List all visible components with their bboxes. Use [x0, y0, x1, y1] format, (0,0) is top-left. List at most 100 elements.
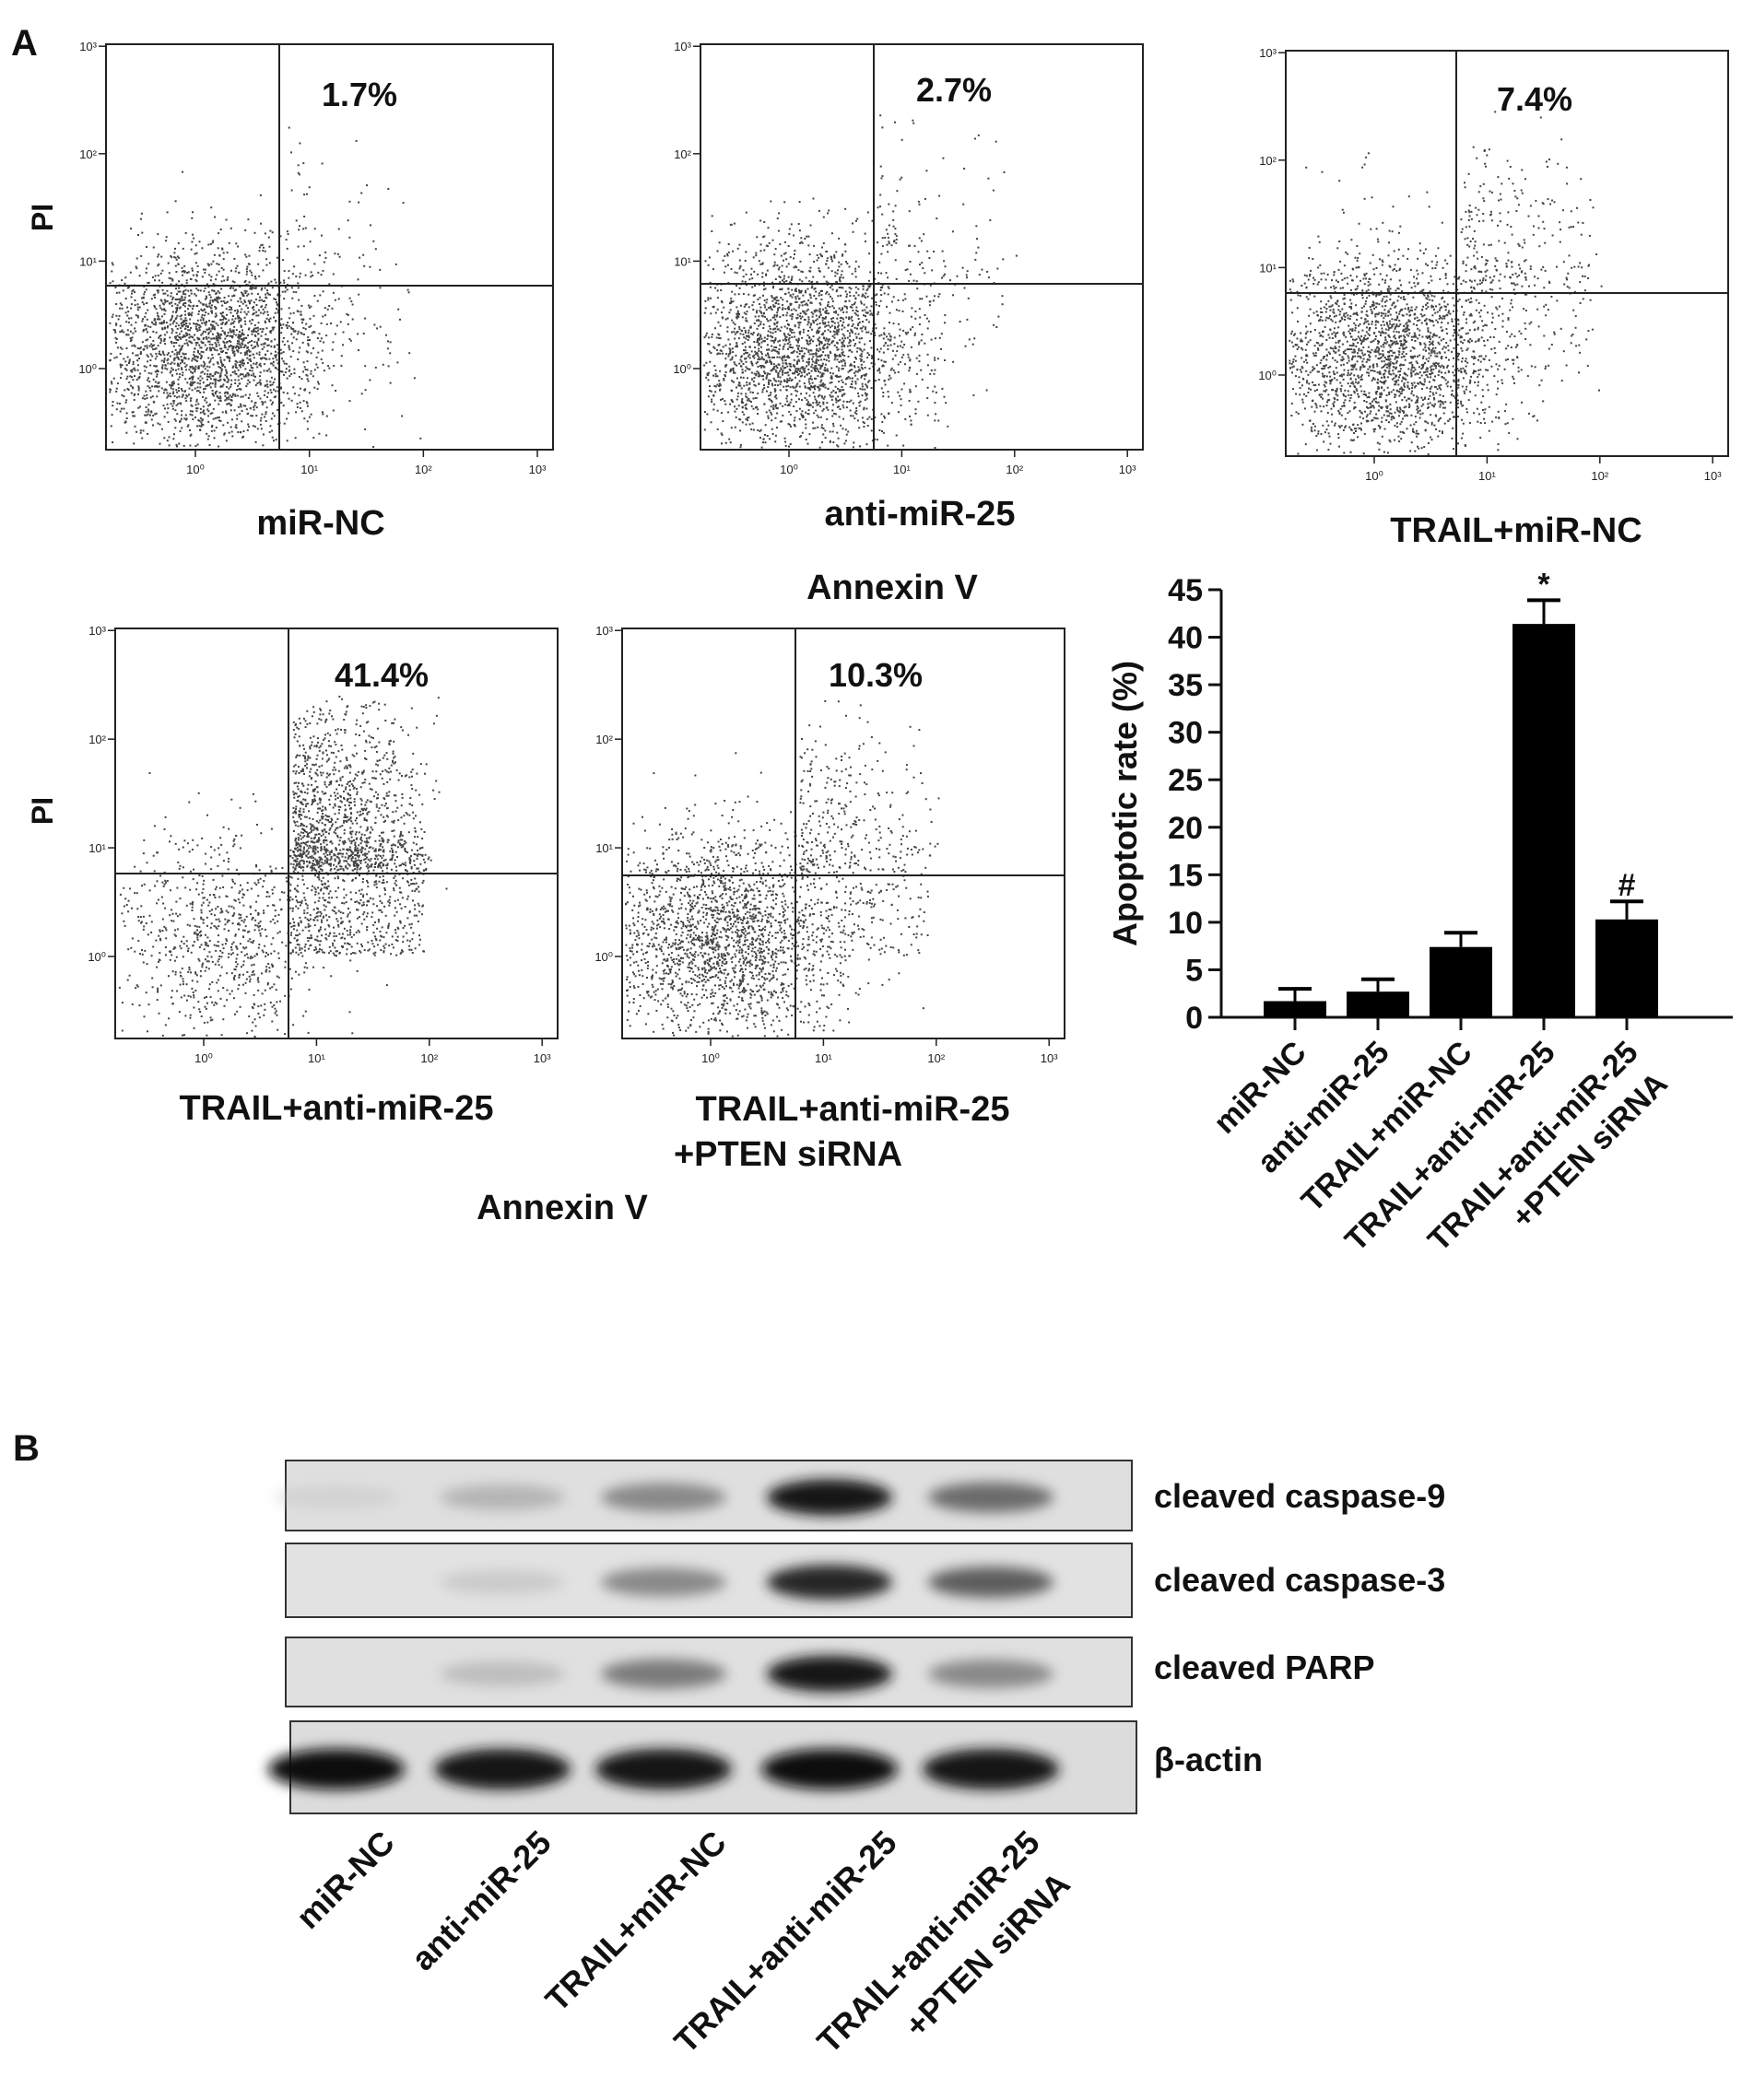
event-dot: [859, 445, 861, 448]
event-dot: [852, 230, 854, 233]
event-dot: [165, 240, 168, 242]
event-dot: [158, 390, 160, 393]
event-dot: [244, 300, 247, 303]
event-dot: [795, 300, 798, 303]
event-dot: [211, 289, 214, 292]
event-dot: [235, 242, 238, 245]
event-dot: [750, 333, 753, 335]
event-dot: [158, 381, 160, 384]
event-dot: [1456, 368, 1459, 370]
event-dot: [717, 321, 720, 323]
event-dot: [754, 315, 757, 318]
event-dot: [883, 360, 886, 363]
event-dot: [246, 382, 249, 385]
event-dot: [808, 336, 811, 339]
event-dot: [274, 311, 277, 314]
event-dot: [245, 290, 248, 293]
event-dot: [217, 301, 219, 304]
event-dot: [272, 360, 275, 363]
event-dot: [296, 403, 299, 405]
event-dot: [747, 329, 750, 332]
event-dot: [810, 370, 813, 372]
pi-axis-label-row1: PI: [26, 204, 59, 231]
event-dot: [834, 311, 837, 314]
event-dot: [783, 252, 785, 255]
event-dot: [852, 222, 853, 225]
event-dot: [313, 295, 316, 297]
event-dot: [224, 366, 226, 369]
event-dot: [736, 386, 737, 389]
event-dot: [744, 260, 747, 262]
event-dot: [894, 121, 896, 123]
event-dot: [154, 293, 157, 296]
event-dot: [160, 339, 163, 342]
event-dot: [209, 412, 212, 415]
event-dot: [241, 332, 243, 334]
event-dot: [804, 303, 806, 306]
event-dot: [710, 312, 712, 315]
event-dot: [1528, 323, 1531, 325]
event-dot: [136, 315, 139, 317]
event-dot: [727, 264, 729, 266]
event-dot: [139, 429, 142, 432]
event-dot: [185, 334, 188, 336]
event-dot: [824, 343, 827, 346]
event-dot: [226, 396, 229, 399]
event-dot: [857, 323, 860, 325]
event-dot: [897, 363, 900, 366]
event-dot: [820, 354, 823, 357]
event-dot: [253, 327, 256, 330]
event-dot: [288, 397, 290, 400]
event-dot: [171, 279, 174, 282]
event-dot: [840, 276, 842, 279]
event-dot: [919, 298, 922, 300]
event-dot: [1397, 383, 1400, 386]
event-dot: [243, 362, 245, 365]
event-dot: [238, 335, 241, 338]
event-dot: [736, 316, 737, 319]
event-dot: [233, 257, 236, 260]
event-dot: [302, 228, 305, 230]
event-dot: [756, 361, 759, 363]
event-dot: [799, 333, 801, 335]
event-dot: [869, 310, 872, 312]
event-dot: [778, 266, 781, 269]
event-dot: [131, 386, 134, 389]
event-dot: [184, 313, 187, 316]
event-dot: [305, 373, 308, 376]
event-dot: [897, 391, 900, 393]
event-dot: [798, 289, 800, 292]
event-dot: [1436, 311, 1439, 313]
event-dot: [919, 264, 921, 266]
event-dot: [114, 329, 116, 332]
event-dot: [845, 316, 848, 319]
event-dot: [201, 370, 204, 373]
event-dot: [745, 317, 747, 320]
event-dot: [272, 358, 275, 360]
event-dot: [270, 417, 273, 420]
event-dot: [177, 357, 180, 358]
event-dot: [260, 244, 263, 247]
event-dot: [777, 376, 780, 378]
event-dot: [229, 330, 231, 333]
event-dot: [265, 322, 266, 323]
event-dot: [787, 357, 790, 358]
event-dot: [817, 338, 819, 341]
event-dot: [731, 368, 734, 370]
event-dot: [826, 343, 829, 346]
event-dot: [721, 398, 724, 400]
event-dot: [848, 318, 850, 321]
event-dot: [770, 411, 772, 414]
event-dot: [941, 250, 944, 252]
event-dot: [184, 324, 187, 327]
event-dot: [758, 344, 760, 346]
event-dot: [223, 344, 226, 346]
event-dot: [215, 307, 218, 310]
event-dot: [129, 271, 132, 274]
event-dot: [845, 433, 848, 436]
event-dot: [790, 398, 793, 401]
event-dot: [182, 353, 185, 356]
event-dot: [171, 256, 173, 259]
event-dot: [793, 308, 795, 311]
event-dot: [202, 351, 205, 354]
